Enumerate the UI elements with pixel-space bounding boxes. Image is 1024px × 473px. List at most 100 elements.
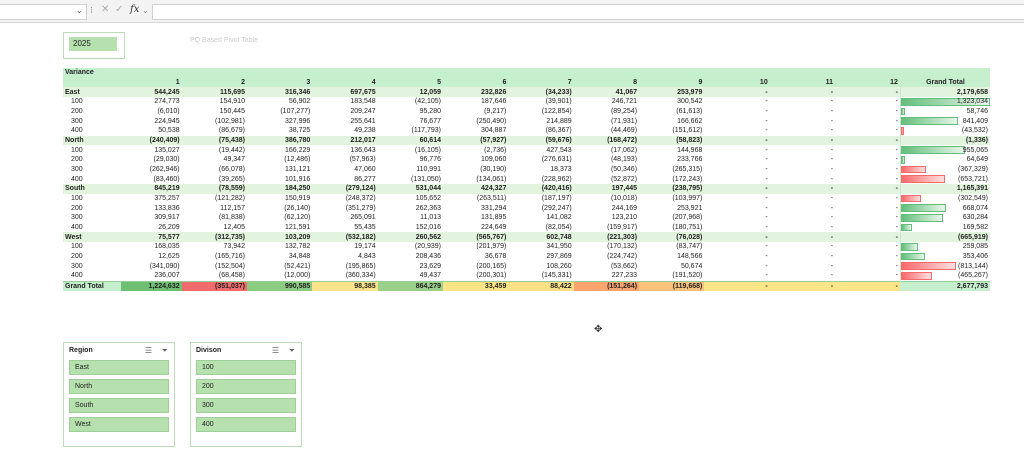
value-cell[interactable]: 260,562 [377,232,443,243]
clear-filter-icon[interactable]: ⏷ [288,346,295,355]
value-cell[interactable]: (172,243) [672,175,703,183]
value-cell[interactable]: 101,916 [285,175,311,183]
value-cell[interactable]: (102,981) [215,117,245,125]
value-cell[interactable]: 297,869 [546,253,572,261]
value-cell[interactable]: 166,662 [677,117,703,125]
slicer-item-400[interactable]: 400 [196,417,296,432]
grand-total-cell[interactable]: 841,409 [899,116,990,127]
grand-total-cell[interactable]: 1,165,391 [899,184,990,194]
value-cell[interactable]: (121,282) [215,195,245,203]
value-cell[interactable]: 154,910 [219,98,245,106]
value-cell[interactable]: 255,641 [350,117,376,125]
value-cell[interactable]: 150,445 [219,108,245,116]
value-cell[interactable]: (82,054) [545,224,572,232]
value-cell[interactable]: (66,078) [218,166,245,174]
value-cell[interactable]: - [895,214,898,222]
value-cell[interactable]: (134,061) [476,175,507,183]
grand-total-cell[interactable]: 2,179,658 [899,87,990,98]
value-cell[interactable]: 184,250 [246,184,313,194]
name-box[interactable] [0,4,87,20]
value-cell[interactable]: 168,035 [154,243,180,251]
column-header[interactable]: 4 [312,77,378,88]
value-cell[interactable]: (200,165) [476,262,507,270]
row-label[interactable]: 300 [71,117,83,125]
value-cell[interactable]: - [830,127,834,135]
value-cell[interactable]: (12,000) [284,272,311,280]
value-cell[interactable]: (62,120) [284,214,311,222]
value-cell[interactable]: (248,372) [345,195,376,203]
slicer-item-200[interactable]: 200 [196,379,296,394]
cancel-icon[interactable]: ✕ [101,4,110,15]
value-cell[interactable]: - [765,98,768,106]
row-label[interactable]: 100 [71,195,83,203]
column-header[interactable]: 12 [835,77,901,88]
value-cell[interactable]: 115,695 [181,87,247,98]
multi-select-icon[interactable]: ☰ [271,346,279,355]
formula-input[interactable] [152,4,1024,20]
value-cell[interactable]: 131,895 [481,214,507,222]
value-cell[interactable]: - [769,232,836,243]
value-cell[interactable]: 108,260 [546,262,572,270]
grand-total-cell[interactable]: 864,279 [377,280,443,292]
value-cell[interactable]: 112,157 [220,204,245,212]
value-cell[interactable]: (59,676) [508,135,574,146]
value-cell[interactable]: 187,646 [481,98,507,106]
value-cell[interactable]: 11,013 [420,214,441,222]
more-options-icon[interactable]: ⁝ [90,5,93,15]
value-cell[interactable]: (34,233) [508,87,574,98]
value-cell[interactable]: (57,963) [349,156,376,164]
value-cell[interactable]: (86,679) [218,127,245,135]
slicer-item-north[interactable]: North [69,379,169,394]
value-cell[interactable]: (81,838) [218,214,245,222]
value-cell[interactable]: 265,091 [350,214,376,222]
value-cell[interactable]: (200,301) [476,272,507,280]
grand-total-cell[interactable]: (43,532) [899,126,990,136]
value-cell[interactable]: - [830,262,834,270]
value-cell[interactable]: (360,334) [345,272,376,280]
row-label[interactable]: 400 [71,272,83,280]
value-cell[interactable]: - [895,262,898,270]
value-cell[interactable]: 209,247 [350,108,376,116]
value-cell[interactable]: (187,197) [541,195,572,203]
value-cell[interactable]: - [769,87,836,98]
value-cell[interactable]: - [895,108,898,116]
value-cell[interactable]: - [835,184,901,194]
value-cell[interactable]: - [895,204,898,212]
value-cell[interactable]: (207,968) [672,214,703,222]
column-header[interactable]: 8 [573,77,640,88]
value-cell[interactable]: 697,675 [312,87,378,98]
row-label[interactable]: 300 [71,214,83,222]
row-label[interactable]: West [63,232,122,243]
value-cell[interactable]: 144,968 [677,146,703,154]
value-cell[interactable]: 233,766 [677,156,703,164]
value-cell[interactable]: - [765,195,768,203]
row-label[interactable]: 400 [71,224,83,232]
value-cell[interactable]: (44,469) [610,127,638,135]
value-cell[interactable]: 150,919 [285,195,311,203]
value-cell[interactable]: (42,105) [414,98,441,106]
value-cell[interactable]: - [765,204,768,212]
value-cell[interactable]: 309,917 [154,214,180,222]
value-cell[interactable]: (57,927) [443,135,509,146]
value-cell[interactable]: - [765,262,768,270]
value-cell[interactable]: (83,747) [676,243,703,251]
value-cell[interactable]: - [704,135,770,146]
value-cell[interactable]: - [830,98,834,106]
value-cell[interactable]: - [830,117,834,125]
value-cell[interactable]: 56,902 [288,98,311,106]
slicer-item-south[interactable]: South [69,398,169,413]
value-cell[interactable]: - [769,135,836,146]
value-cell[interactable]: (83,460) [153,175,180,183]
grand-total-cell[interactable]: 64,649 [899,155,990,165]
value-cell[interactable]: 141,082 [546,214,572,222]
value-cell[interactable]: 331,294 [481,204,507,212]
grand-total-cell[interactable]: 955,065 [899,145,990,156]
value-cell[interactable]: 602,748 [508,232,574,243]
value-cell[interactable]: 49,238 [354,127,376,135]
grand-total-cell[interactable]: 630,284 [899,213,990,223]
value-cell[interactable]: (75,438) [181,135,247,146]
value-cell[interactable]: 208,436 [415,253,441,261]
value-cell[interactable]: - [830,272,834,280]
value-cell[interactable]: 12,625 [158,253,180,261]
grand-total-cell[interactable]: (351,037) [181,280,247,292]
